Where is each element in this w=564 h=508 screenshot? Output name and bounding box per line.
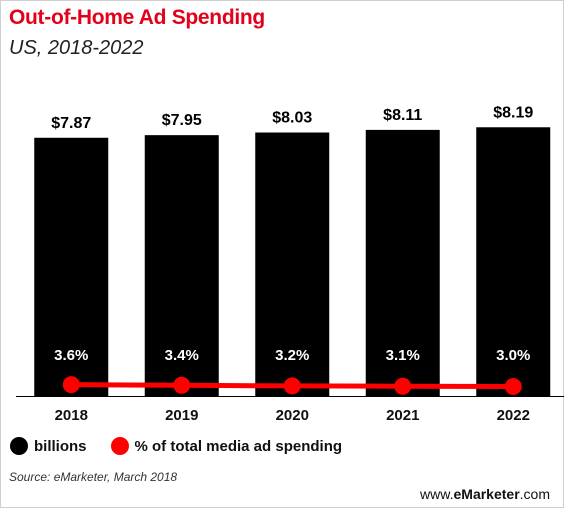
x-tick-2019: 2019 [165,407,198,424]
bar-label-2022: $8.19 [493,104,533,121]
percent-point-2022 [504,378,522,396]
bar-2022 [476,127,551,396]
x-tick-2020: 2020 [276,407,309,424]
percent-point-2019 [173,376,191,394]
legend: billions % of total media ad spending [10,434,366,458]
percent-label-2021: 3.1% [386,347,420,364]
legend-item-percent: % of total media ad spending [110,437,343,455]
brand-prefix: www. [420,486,454,502]
x-tick-2022: 2022 [497,407,530,424]
bar-label-2018: $7.87 [51,115,91,132]
percent-point-2020 [283,377,301,395]
chart-subtitle: US, 2018-2022 [9,37,144,59]
bar-2018 [34,137,109,396]
legend-swatch-percent [110,437,129,455]
x-tick-2018: 2018 [55,407,88,424]
percent-label-2019: 3.4% [165,347,199,364]
bar-label-2021: $8.11 [383,107,422,124]
percent-point-2018 [62,376,80,394]
source-note: Source: eMarketer, March 2018 [9,470,178,484]
legend-item-billions: billions [10,437,87,455]
bar-label-2019: $7.95 [162,112,202,129]
bar-2021 [365,129,440,396]
legend-swatch-billions [10,437,28,455]
brand-link[interactable]: www.eMarketer.com [420,486,550,502]
x-tick-2021: 2021 [386,407,419,424]
legend-label-percent: % of total media ad spending [134,437,343,455]
legend-label-billions: billions [34,437,87,455]
brand-suffix: .com [519,486,550,502]
percent-label-2020: 3.2% [275,347,309,364]
percent-label-2022: 3.0% [496,347,530,364]
bar-label-2020: $8.03 [272,110,312,127]
bar-2019 [144,135,219,396]
percent-point-2021 [394,377,412,395]
chart-title: Out-of-Home Ad Spending [9,6,265,29]
brand-name: eMarketer [453,486,520,502]
percent-label-2018: 3.6% [54,347,88,364]
bar-2020 [255,132,330,396]
